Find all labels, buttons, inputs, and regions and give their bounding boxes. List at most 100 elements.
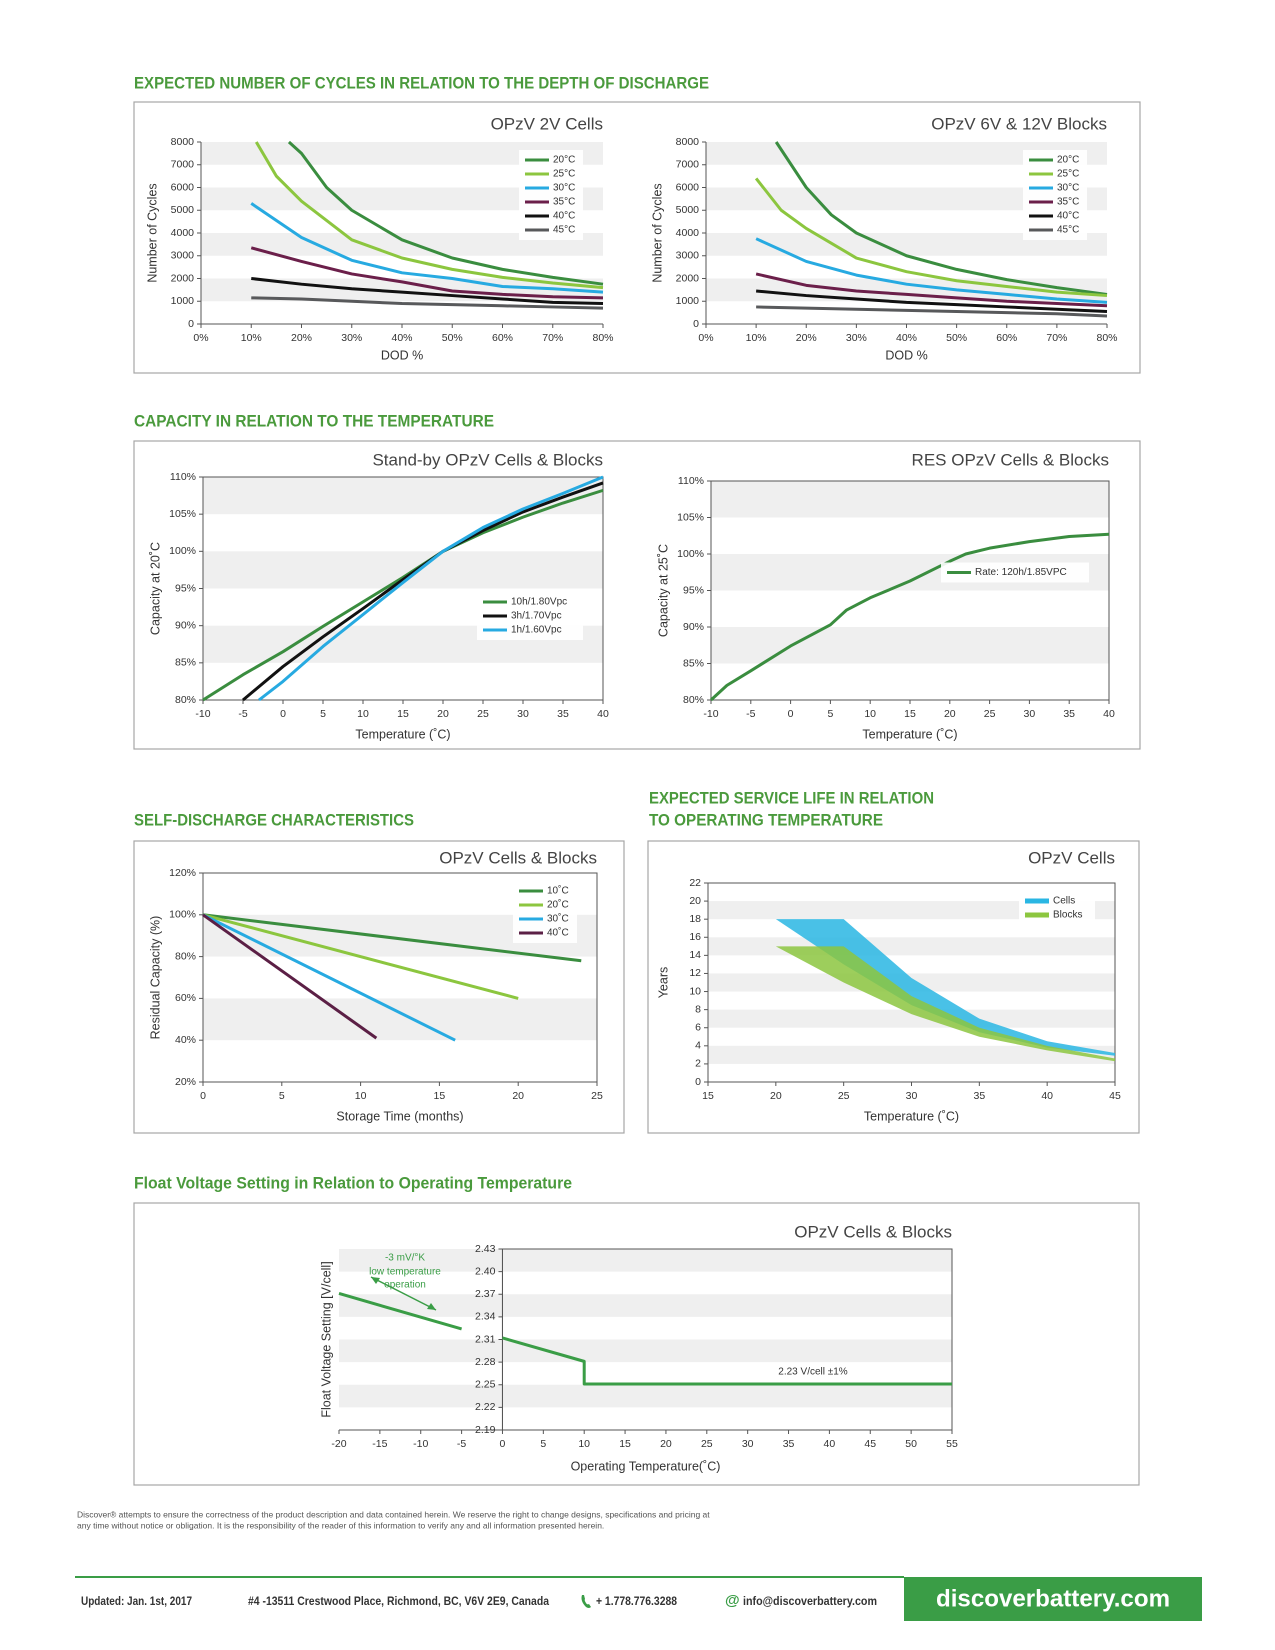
y-tick-label: 7000 <box>171 159 195 171</box>
y-tick-label: 0 <box>695 1076 701 1088</box>
x-tick-label: 15 <box>904 708 916 720</box>
y-tick-label: 2.22 <box>475 1401 496 1413</box>
legend-box <box>1023 150 1087 240</box>
footer-email: info@discoverbattery.com <box>743 1594 877 1608</box>
phone-icon <box>581 1595 591 1608</box>
x-tick-label: 50% <box>946 332 967 344</box>
grid-band <box>203 998 597 1041</box>
footer-website[interactable]: discoverbattery.com <box>936 1585 1170 1612</box>
y-tick-label: 8000 <box>676 136 700 148</box>
y-tick-label: 2.34 <box>475 1311 496 1323</box>
annotation: 2.23 V/cell ±1% <box>778 1367 848 1378</box>
y-tick-label: 95% <box>683 584 704 596</box>
series-line <box>338 1292 952 1386</box>
x-tick-label: 30 <box>742 1438 754 1450</box>
y-tick-label: 10 <box>689 985 701 997</box>
series-line <box>254 141 604 290</box>
x-tick-label: 30% <box>341 332 362 344</box>
x-tick-label: 45 <box>864 1438 876 1450</box>
grid-band <box>201 142 603 165</box>
x-axis-label: Operating Temperature(˚C) <box>571 1459 721 1473</box>
grid-band <box>706 142 1107 165</box>
y-tick-label: 2.19 <box>475 1424 496 1436</box>
x-tick-label: 80% <box>1096 332 1117 344</box>
legend-label: Blocks <box>1053 910 1082 921</box>
series-line <box>287 140 604 286</box>
x-tick-label: 5 <box>279 1090 285 1102</box>
legend-label: 30˚C <box>547 913 569 925</box>
legend-label: 1h/1.60Vpc <box>511 625 562 636</box>
x-tick-label: 10 <box>864 708 876 720</box>
x-tick-label: 50% <box>442 332 463 344</box>
x-tick-label: 40% <box>896 332 917 344</box>
y-tick-label: 80% <box>175 694 196 706</box>
y-tick-label: 2.31 <box>475 1333 496 1345</box>
y-axis-label: Residual Capacity (%) <box>148 916 162 1040</box>
x-tick-label: -10 <box>195 708 210 720</box>
x-tick-label: 0 <box>788 708 794 720</box>
y-tick-label: 90% <box>175 619 196 631</box>
legend-label: 10h/1.80Vpc <box>511 597 567 608</box>
series-line <box>755 237 1108 304</box>
legend-label: 40°C <box>1057 211 1079 222</box>
y-axis-label: Capacity at 20˚C <box>148 542 162 635</box>
y-tick-label: 80% <box>175 950 196 962</box>
grid-band <box>706 233 1107 256</box>
x-tick-label: 0 <box>200 1090 206 1102</box>
x-tick-label: 25 <box>838 1090 850 1102</box>
y-tick-label: 85% <box>683 657 704 669</box>
x-tick-label: 30% <box>846 332 867 344</box>
x-tick-label: 80% <box>592 332 613 344</box>
legend-label: 20°C <box>1057 155 1079 166</box>
x-axis-label: Temperature (˚C) <box>355 727 450 741</box>
x-tick-label: 25 <box>701 1438 713 1450</box>
y-tick-label: 110% <box>170 471 196 483</box>
x-tick-label: 20 <box>770 1090 782 1102</box>
y-tick-label: 7000 <box>676 159 700 171</box>
x-tick-label: 35 <box>557 708 569 720</box>
x-tick-label: 30 <box>1024 708 1036 720</box>
chart-title: RES OPzV Cells & Blocks <box>912 450 1109 469</box>
x-tick-label: -10 <box>703 708 718 720</box>
y-tick-label: 90% <box>683 621 704 633</box>
x-tick-label: 25 <box>477 708 489 720</box>
x-tick-label: 10 <box>355 1090 367 1102</box>
chart-title: OPzV Cells <box>1028 848 1115 867</box>
legend-label: 45°C <box>1057 225 1079 236</box>
y-tick-label: 2000 <box>171 272 195 284</box>
x-tick-label: 5 <box>540 1438 546 1450</box>
annotation: -3 mV/°K <box>385 1253 425 1264</box>
series-line <box>756 305 1108 318</box>
y-tick-label: 20 <box>689 895 701 907</box>
annotation-arrow <box>370 1276 437 1311</box>
x-tick-label: 25 <box>591 1090 603 1102</box>
x-tick-label: 10 <box>578 1438 590 1450</box>
x-tick-label: 70% <box>542 332 563 344</box>
x-tick-label: 35 <box>973 1090 985 1102</box>
panel <box>133 840 625 1134</box>
y-tick-label: 6000 <box>171 181 195 193</box>
x-tick-label: 55 <box>946 1438 958 1450</box>
x-tick-label: -15 <box>372 1438 387 1450</box>
x-tick-label: 60% <box>996 332 1017 344</box>
x-tick-label: 30 <box>517 708 529 720</box>
y-tick-label: 100% <box>169 545 196 557</box>
heading: EXPECTED SERVICE LIFE IN RELATION <box>649 788 934 807</box>
legend-label: 20°C <box>553 155 575 166</box>
grid-band <box>708 1009 1115 1028</box>
legend-label: Rate: 120h/1.85VPC <box>975 567 1067 578</box>
y-tick-label: 95% <box>175 582 196 594</box>
y-tick-label: 80% <box>683 694 704 706</box>
x-tick-label: -5 <box>238 708 247 720</box>
legend-label: 30°C <box>1057 183 1079 194</box>
series-line <box>251 277 604 306</box>
x-tick-label: 20 <box>944 708 956 720</box>
chart-title: OPzV Cells & Blocks <box>794 1222 952 1241</box>
x-tick-label: 0 <box>280 708 286 720</box>
y-tick-label: 6000 <box>676 181 700 193</box>
y-axis-label: Number of Cycles <box>650 183 664 282</box>
footer-updated: Updated: Jan. 1st, 2017 <box>81 1594 192 1608</box>
y-axis-label: Number of Cycles <box>145 183 159 282</box>
x-tick-label: 60% <box>492 332 513 344</box>
